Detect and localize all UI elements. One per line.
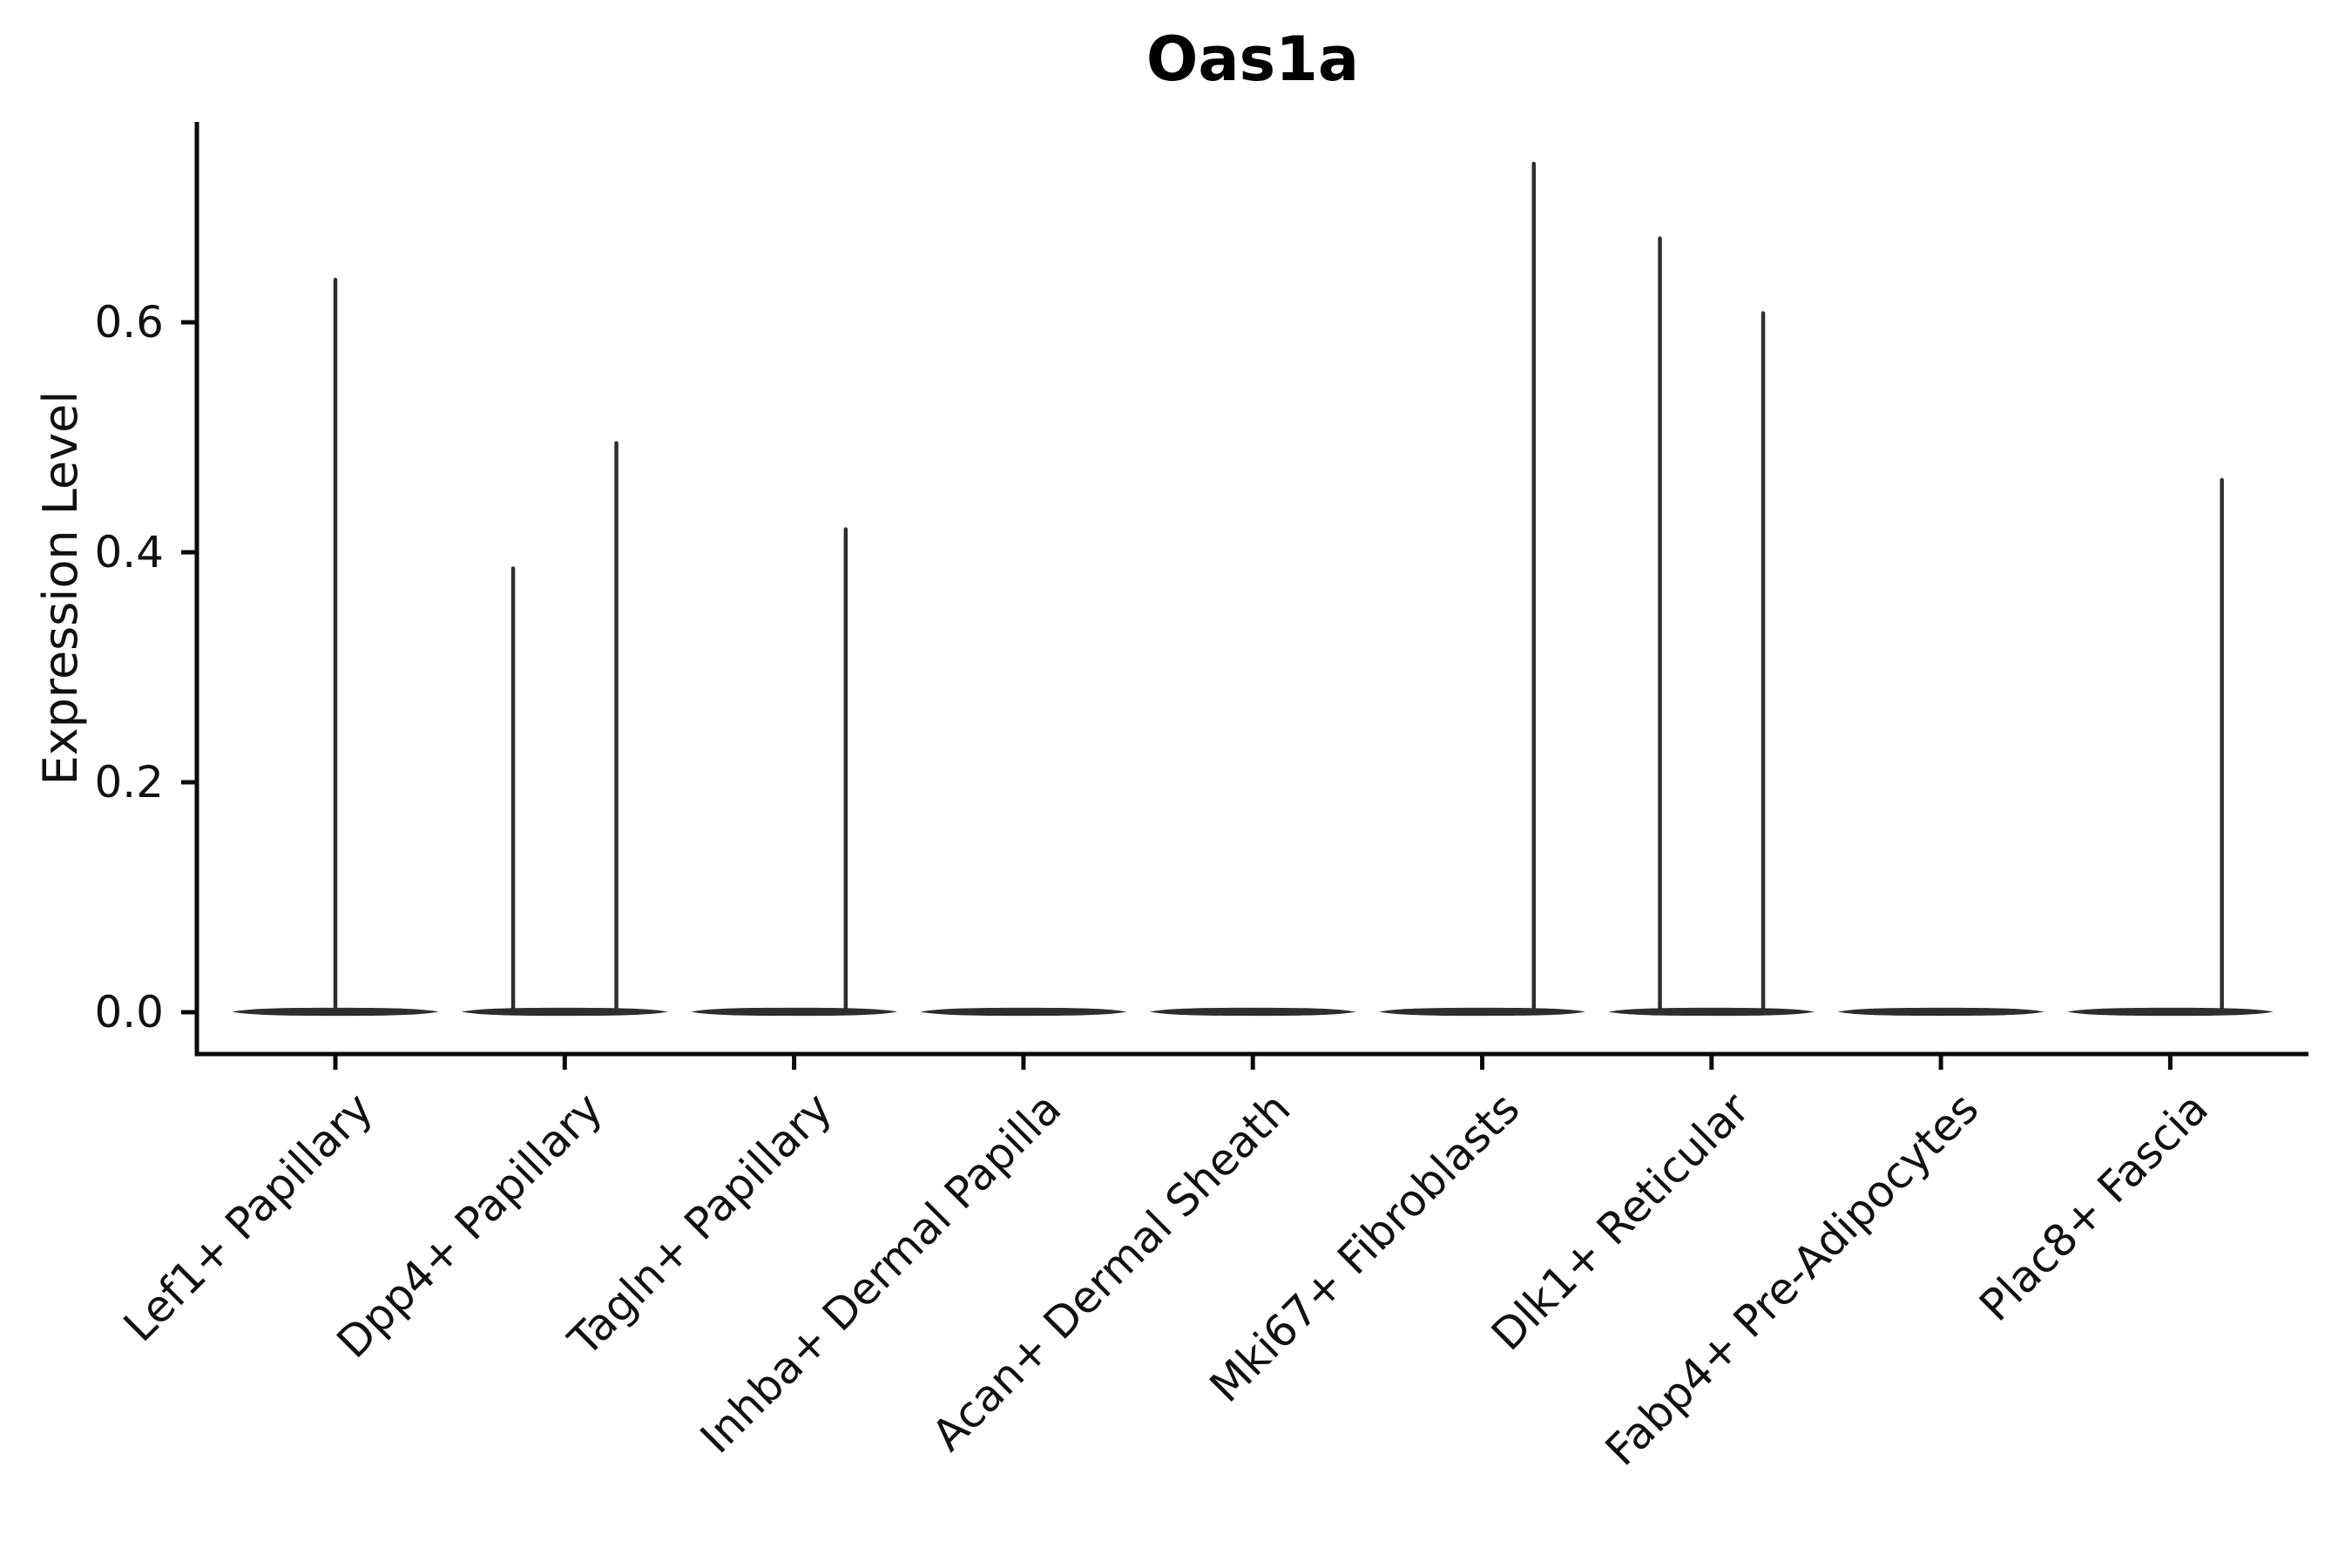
violin-body bbox=[920, 1007, 1127, 1017]
y-tick-label: 0.0 bbox=[94, 987, 164, 1037]
violin-body bbox=[1149, 1007, 1356, 1017]
y-tick-label: 0.2 bbox=[94, 757, 164, 808]
plot-title: Oas1a bbox=[1146, 24, 1360, 95]
y-tick-label: 0.6 bbox=[94, 297, 164, 348]
violin-body bbox=[1379, 1007, 1585, 1017]
violin-body bbox=[461, 1007, 668, 1017]
violin-body bbox=[1837, 1007, 2044, 1017]
violin-body bbox=[691, 1007, 898, 1017]
violin-body bbox=[1608, 1007, 1815, 1017]
y-tick-label: 0.4 bbox=[94, 527, 164, 578]
violin-body bbox=[2066, 1007, 2274, 1017]
